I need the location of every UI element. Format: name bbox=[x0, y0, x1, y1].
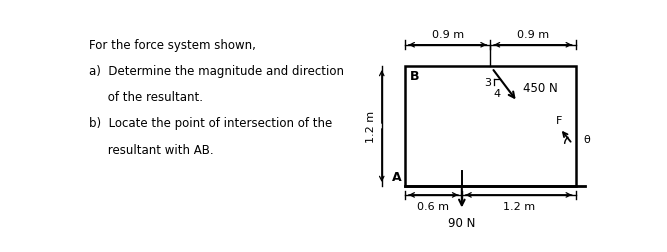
Text: 0.9 m: 0.9 m bbox=[517, 30, 549, 40]
Text: For the force system shown,: For the force system shown, bbox=[89, 39, 255, 52]
Text: resultant with AB.: resultant with AB. bbox=[89, 143, 213, 156]
Text: 1.2 m: 1.2 m bbox=[503, 201, 535, 211]
Text: θ: θ bbox=[583, 135, 590, 145]
Text: B: B bbox=[410, 70, 419, 83]
Text: A: A bbox=[392, 171, 401, 184]
Text: 0.6 m: 0.6 m bbox=[418, 201, 450, 211]
Text: of the resultant.: of the resultant. bbox=[89, 91, 203, 104]
Text: a)  Determine the magnitude and direction: a) Determine the magnitude and direction bbox=[89, 65, 344, 78]
Text: 90 N: 90 N bbox=[448, 217, 476, 230]
Text: 1.2 m: 1.2 m bbox=[366, 110, 376, 142]
Text: 0.9 m: 0.9 m bbox=[432, 30, 464, 40]
Text: 3: 3 bbox=[484, 78, 491, 88]
Text: F: F bbox=[556, 115, 562, 125]
Text: 450 N: 450 N bbox=[523, 82, 558, 95]
Text: 4: 4 bbox=[494, 88, 500, 99]
Text: b)  Locate the point of intersection of the: b) Locate the point of intersection of t… bbox=[89, 117, 332, 130]
